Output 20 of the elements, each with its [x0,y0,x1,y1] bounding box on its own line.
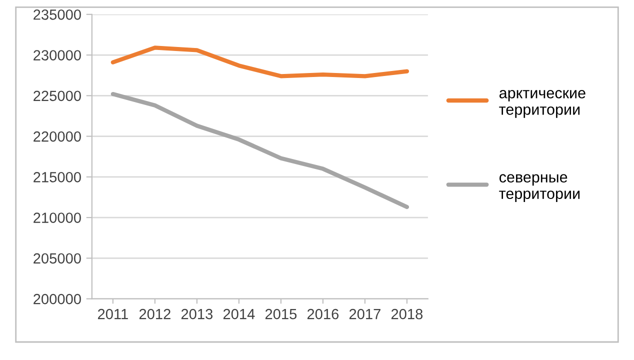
x-tick-label: 2014 [223,308,255,320]
y-tick-label: 235000 [34,10,81,20]
x-tick-label: 2012 [139,308,170,320]
y-tick-label: 200000 [34,294,81,304]
y-tick-label: 205000 [34,253,81,264]
x-tick-label: 2018 [391,308,423,320]
y-tick-label: 220000 [34,131,81,142]
line-series [110,46,410,78]
legend-label: арктические территории [499,90,586,118]
x-tick-label: 2017 [349,308,380,320]
y-tick-label: 215000 [34,172,81,182]
x-tick-label: 2013 [181,308,213,320]
y-tick-label: 230000 [34,50,81,60]
y-tick-label: 210000 [34,212,81,223]
legend-label: северные территории [499,174,580,202]
line-series [110,92,410,210]
x-tick-label: 2011 [98,308,128,320]
x-tick-label: 2015 [265,308,297,320]
x-tick-label: 2016 [307,308,339,320]
y-tick-label: 225000 [34,90,81,102]
